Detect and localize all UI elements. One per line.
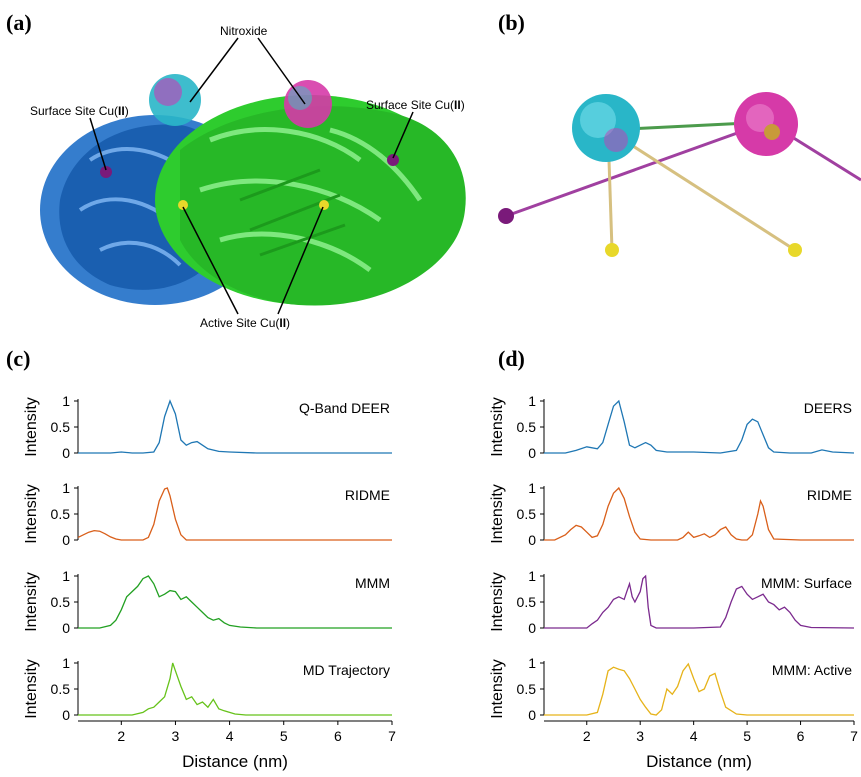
y-tick-label-d-0-2: 1	[528, 393, 536, 409]
x-tick-label-c-3-1: 3	[172, 728, 180, 744]
x-axis-label-d-3: Distance (nm)	[646, 752, 752, 771]
y-tick-label-c-2-2: 1	[62, 568, 70, 584]
series-name-c-1: RIDME	[345, 487, 390, 503]
series-line-c-3	[78, 662, 392, 716]
y-tick-label-d-1-1: 0.5	[517, 506, 537, 522]
y-tick-label-c-0-0: 0	[62, 445, 70, 461]
x-tick-label-c-3-2: 4	[226, 728, 234, 744]
y-tick-label-c-1-1: 0.5	[51, 506, 71, 522]
panel-label-a: (a)	[6, 10, 32, 35]
y-tick-label-d-2-0: 0	[528, 620, 536, 636]
series-line-c-0	[78, 399, 392, 454]
y-axis-label-d-3: Intensity	[489, 659, 506, 719]
series-line-c-1	[77, 487, 392, 541]
y-tick-label-c-1-2: 1	[62, 480, 70, 496]
series-name-d-3: MMM: Active	[772, 662, 852, 678]
y-axis-label-c-3: Intensity	[23, 659, 40, 719]
y-tick-label-d-1-2: 1	[528, 480, 536, 496]
y-tick-label-c-0-1: 0.5	[51, 419, 71, 435]
y-tick-label-d-2-2: 1	[528, 568, 536, 584]
panel-label-c: (c)	[6, 346, 31, 371]
callout-nitroxide: Nitroxide	[220, 24, 268, 38]
x-tick-label-c-3-5: 7	[388, 728, 396, 744]
y-tick-label-d-0-0: 0	[528, 445, 536, 461]
y-tick-label-d-3-2: 1	[528, 655, 536, 671]
x-tick-label-d-3-3: 5	[743, 728, 751, 744]
x-tick-label-c-3-3: 5	[280, 728, 288, 744]
y-tick-label-c-1-0: 0	[62, 532, 70, 548]
y-tick-label-c-2-1: 0.5	[51, 594, 71, 610]
series-name-c-0: Q-Band DEER	[299, 400, 390, 416]
y-axis-label-c-0: Intensity	[23, 397, 40, 457]
x-tick-label-c-3-0: 2	[117, 728, 125, 744]
series-line-d-2	[544, 574, 855, 629]
callout-active-site: Active Site Cu(II)	[200, 316, 291, 330]
y-tick-label-d-3-1: 0.5	[517, 681, 537, 697]
series-name-d-1: RIDME	[807, 487, 852, 503]
panel-label-b: (b)	[498, 10, 525, 35]
series-line-c-2	[78, 575, 392, 629]
y-tick-label-d-1-0: 0	[528, 532, 536, 548]
panel-label-d: (d)	[498, 346, 525, 371]
y-axis-label-d-0: Intensity	[489, 397, 506, 457]
x-tick-label-d-3-2: 4	[690, 728, 698, 744]
y-tick-label-d-2-1: 0.5	[517, 594, 537, 610]
y-axis-label-c-1: Intensity	[23, 484, 40, 544]
callout-surface-site-right: Surface Site Cu(II)	[366, 98, 465, 112]
y-tick-label-c-0-2: 1	[62, 393, 70, 409]
series-line-d-3	[544, 662, 854, 716]
x-tick-label-c-3-4: 6	[334, 728, 342, 744]
y-tick-label-d-3-0: 0	[528, 707, 536, 723]
y-tick-label-c-3-0: 0	[62, 707, 70, 723]
series-name-c-3: MD Trajectory	[303, 662, 390, 678]
callout-surface-site-left: Surface Site Cu(II)	[30, 104, 129, 118]
y-axis-label-c-2: Intensity	[23, 572, 40, 632]
x-tick-label-d-3-4: 6	[797, 728, 805, 744]
y-axis-label-d-1: Intensity	[489, 484, 506, 544]
distance-geometry-image	[498, 92, 861, 257]
y-tick-label-c-3-2: 1	[62, 655, 70, 671]
protein-structure-image	[40, 37, 466, 315]
series-line-d-1	[544, 486, 854, 541]
series-line-d-0	[544, 399, 855, 454]
y-axis-label-d-2: Intensity	[489, 572, 506, 632]
x-tick-label-d-3-5: 7	[850, 728, 858, 744]
x-axis-label-c-3: Distance (nm)	[182, 752, 288, 771]
x-tick-label-d-3-1: 3	[636, 728, 644, 744]
series-name-c-2: MMM	[355, 575, 390, 591]
series-name-d-0: DEERS	[804, 400, 852, 416]
series-name-d-2: MMM: Surface	[761, 575, 852, 591]
structure-illustrations	[40, 37, 861, 315]
x-tick-label-d-3-0: 2	[583, 728, 591, 744]
y-tick-label-c-2-0: 0	[62, 620, 70, 636]
y-tick-label-c-3-1: 0.5	[51, 681, 71, 697]
y-tick-label-d-0-1: 0.5	[517, 419, 537, 435]
